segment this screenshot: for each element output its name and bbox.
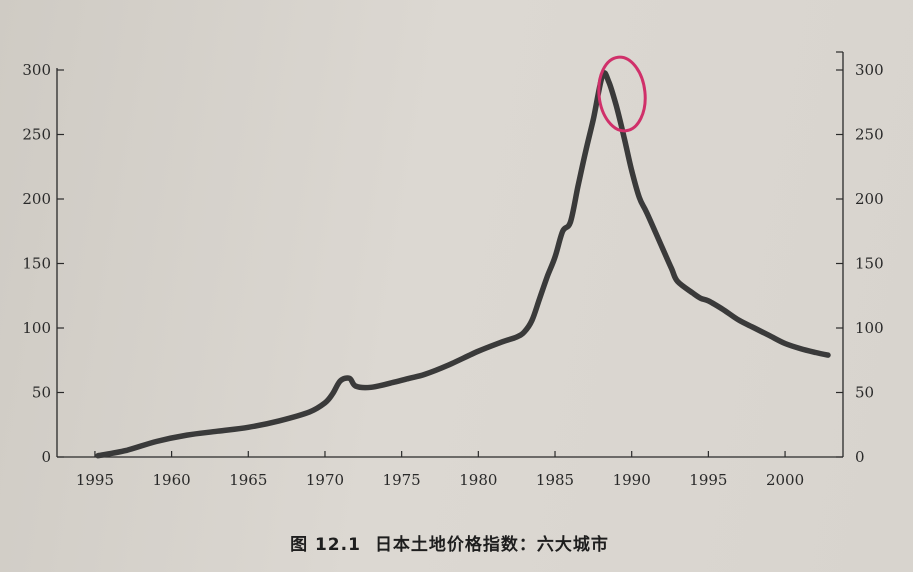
highlight-circle-annotation — [597, 55, 647, 133]
y-tick-label-left: 100 — [22, 319, 51, 337]
y-tick-label-left: 150 — [22, 255, 51, 273]
x-tick-label: 1995 — [76, 471, 114, 489]
x-tick-label: 1975 — [383, 471, 421, 489]
x-tick-label: 1965 — [229, 471, 267, 489]
y-tick-label-left: 0 — [41, 448, 51, 466]
chart-axes — [56, 52, 844, 458]
x-tick-label: 1980 — [459, 471, 497, 489]
y-tick-label-left: 300 — [22, 61, 51, 79]
chart-series — [95, 70, 831, 459]
y-tick-label-left: 200 — [22, 190, 51, 208]
x-tick-label: 1990 — [613, 471, 651, 489]
land-price-index-line — [95, 70, 831, 459]
chart-annotations — [597, 55, 647, 133]
figure-number: 图 12.1 — [290, 535, 361, 555]
x-tick-label: 2000 — [766, 471, 804, 489]
y-tick-label-right: 50 — [855, 384, 874, 402]
y-tick-label-left: 250 — [22, 126, 51, 144]
y-tick-label-left: 50 — [32, 384, 51, 402]
y-tick-label-right: 250 — [855, 126, 884, 144]
chart-ticks: 0 0 50 50 100 100 150 150 200 200 250 250 300 300 1995… — [22, 51, 884, 489]
x-tick-label: 1995 — [689, 471, 727, 489]
figure-caption: 图 12.1 日本土地价格指数：六大城市 — [0, 530, 913, 555]
y-tick-label-right: 300 — [855, 61, 884, 79]
y-tick-label-right: 100 — [855, 319, 884, 337]
y-tick-label-right: 150 — [855, 255, 884, 273]
x-tick-label: 1970 — [306, 471, 344, 489]
x-tick-label: 1960 — [153, 471, 191, 489]
figure-title: 日本土地价格指数：六大城市 — [374, 535, 609, 555]
y-tick-label-right: 200 — [855, 190, 884, 208]
y-tick-label-right: 0 — [855, 448, 865, 466]
x-tick-label: 1985 — [536, 471, 574, 489]
